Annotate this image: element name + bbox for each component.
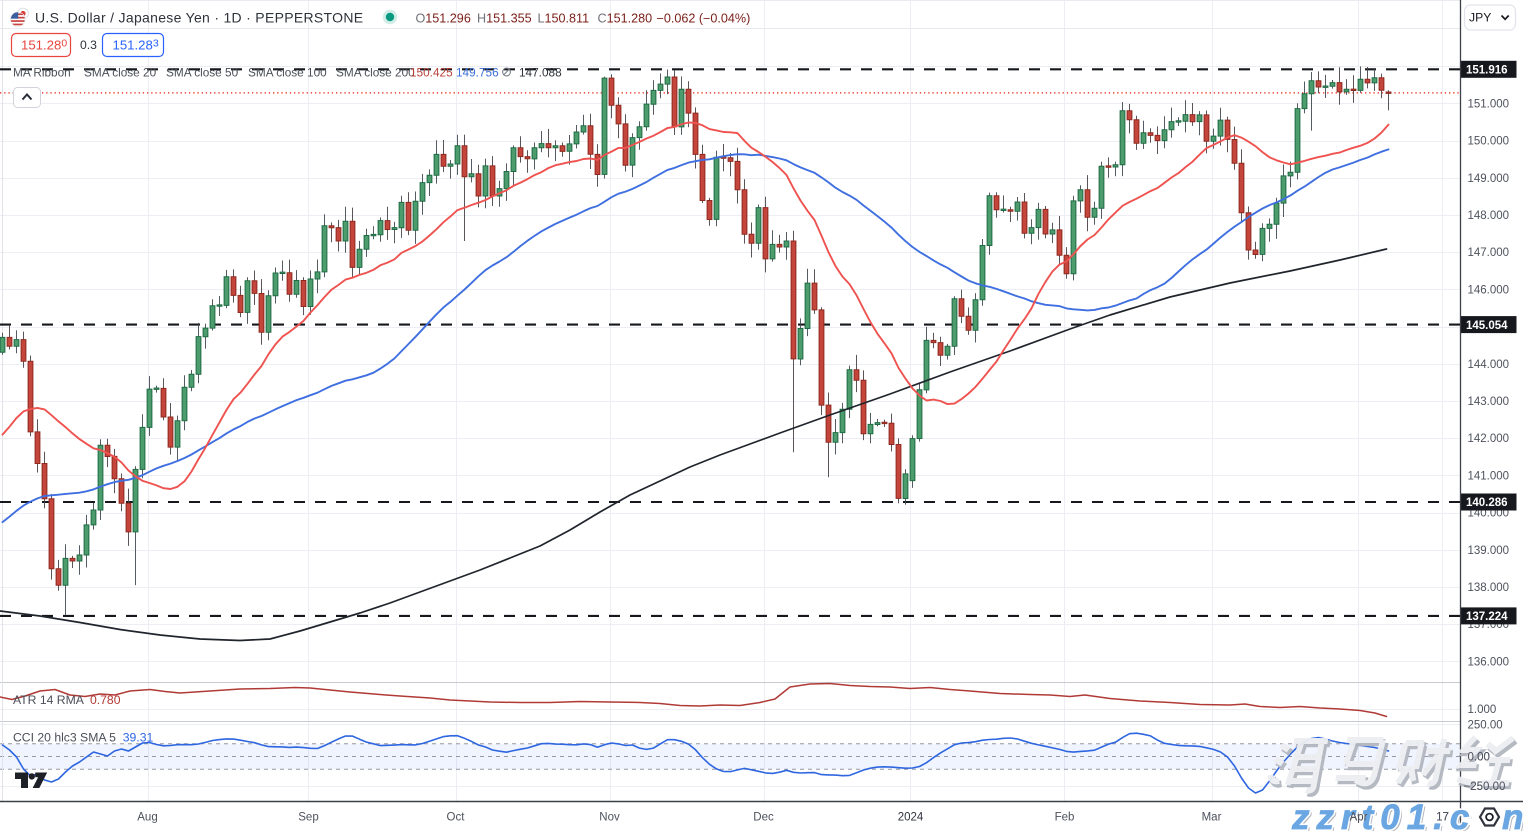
- svg-text:ATR 14 RMA 0.780: ATR 14 RMA 0.780: [13, 693, 121, 707]
- svg-text:2024: 2024: [898, 812, 924, 824]
- svg-text:151.000: 151.000: [1468, 98, 1510, 110]
- svg-text:0.00: 0.00: [1468, 752, 1490, 764]
- svg-text:147.000: 147.000: [1468, 247, 1510, 259]
- svg-text:17: 17: [1436, 812, 1449, 824]
- svg-text:150.000: 150.000: [1468, 136, 1510, 148]
- svg-text:Apr: Apr: [1350, 812, 1368, 824]
- svg-text:zzrt01.c: zzrt01.c: [1291, 798, 1476, 831]
- svg-text:zzrt01.c: zzrt01.c: [1291, 798, 1476, 831]
- svg-text:136.000: 136.000: [1468, 656, 1510, 668]
- svg-text:151.280: 151.280: [21, 38, 67, 53]
- svg-text:Feb: Feb: [1055, 812, 1075, 824]
- svg-text:250.00: 250.00: [1468, 720, 1503, 732]
- svg-text:Sep: Sep: [298, 812, 318, 824]
- svg-text:17: 17: [1436, 812, 1449, 824]
- svg-text:1.000: 1.000: [1468, 704, 1497, 716]
- svg-text:JPY: JPY: [1469, 11, 1491, 25]
- svg-text:151.916: 151.916: [1466, 65, 1508, 77]
- svg-text:140.286: 140.286: [1466, 497, 1508, 509]
- svg-text:n: n: [1505, 800, 1523, 831]
- svg-text:U.S. Dollar / Japanese Yen · 1: U.S. Dollar / Japanese Yen · 1D · PEPPER…: [35, 10, 363, 26]
- svg-text:n: n: [1502, 798, 1523, 831]
- svg-text:CCI 20 hlc3 SMA 5 39.31: CCI 20 hlc3 SMA 5 39.31: [13, 731, 153, 745]
- svg-text:149.000: 149.000: [1468, 173, 1510, 185]
- svg-text:−250.00: −250.00: [1464, 781, 1506, 793]
- svg-text:143.000: 143.000: [1468, 396, 1510, 408]
- svg-text:145.054: 145.054: [1466, 320, 1508, 332]
- svg-text:n: n: [1502, 798, 1523, 831]
- svg-text:141.000: 141.000: [1468, 470, 1510, 482]
- svg-text:146.000: 146.000: [1468, 284, 1510, 296]
- svg-text:Dec: Dec: [753, 812, 774, 824]
- svg-text:Apr: Apr: [1350, 812, 1368, 824]
- svg-text:148.000: 148.000: [1468, 210, 1510, 222]
- svg-text:137.224: 137.224: [1466, 611, 1508, 623]
- svg-text:140.000: 140.000: [1468, 508, 1510, 520]
- svg-text:Aug: Aug: [137, 812, 157, 824]
- svg-text:139.000: 139.000: [1468, 545, 1510, 557]
- svg-text:142.000: 142.000: [1468, 433, 1510, 445]
- svg-text:Oct: Oct: [447, 812, 466, 824]
- svg-text:Nov: Nov: [599, 812, 620, 824]
- svg-text:Mar: Mar: [1202, 812, 1222, 824]
- svg-text:138.000: 138.000: [1468, 582, 1510, 594]
- svg-text:0.3: 0.3: [80, 38, 97, 52]
- svg-text:144.000: 144.000: [1468, 359, 1510, 371]
- svg-text:zzrt01.c: zzrt01.c: [1294, 800, 1479, 831]
- svg-text:151.283: 151.283: [113, 38, 159, 53]
